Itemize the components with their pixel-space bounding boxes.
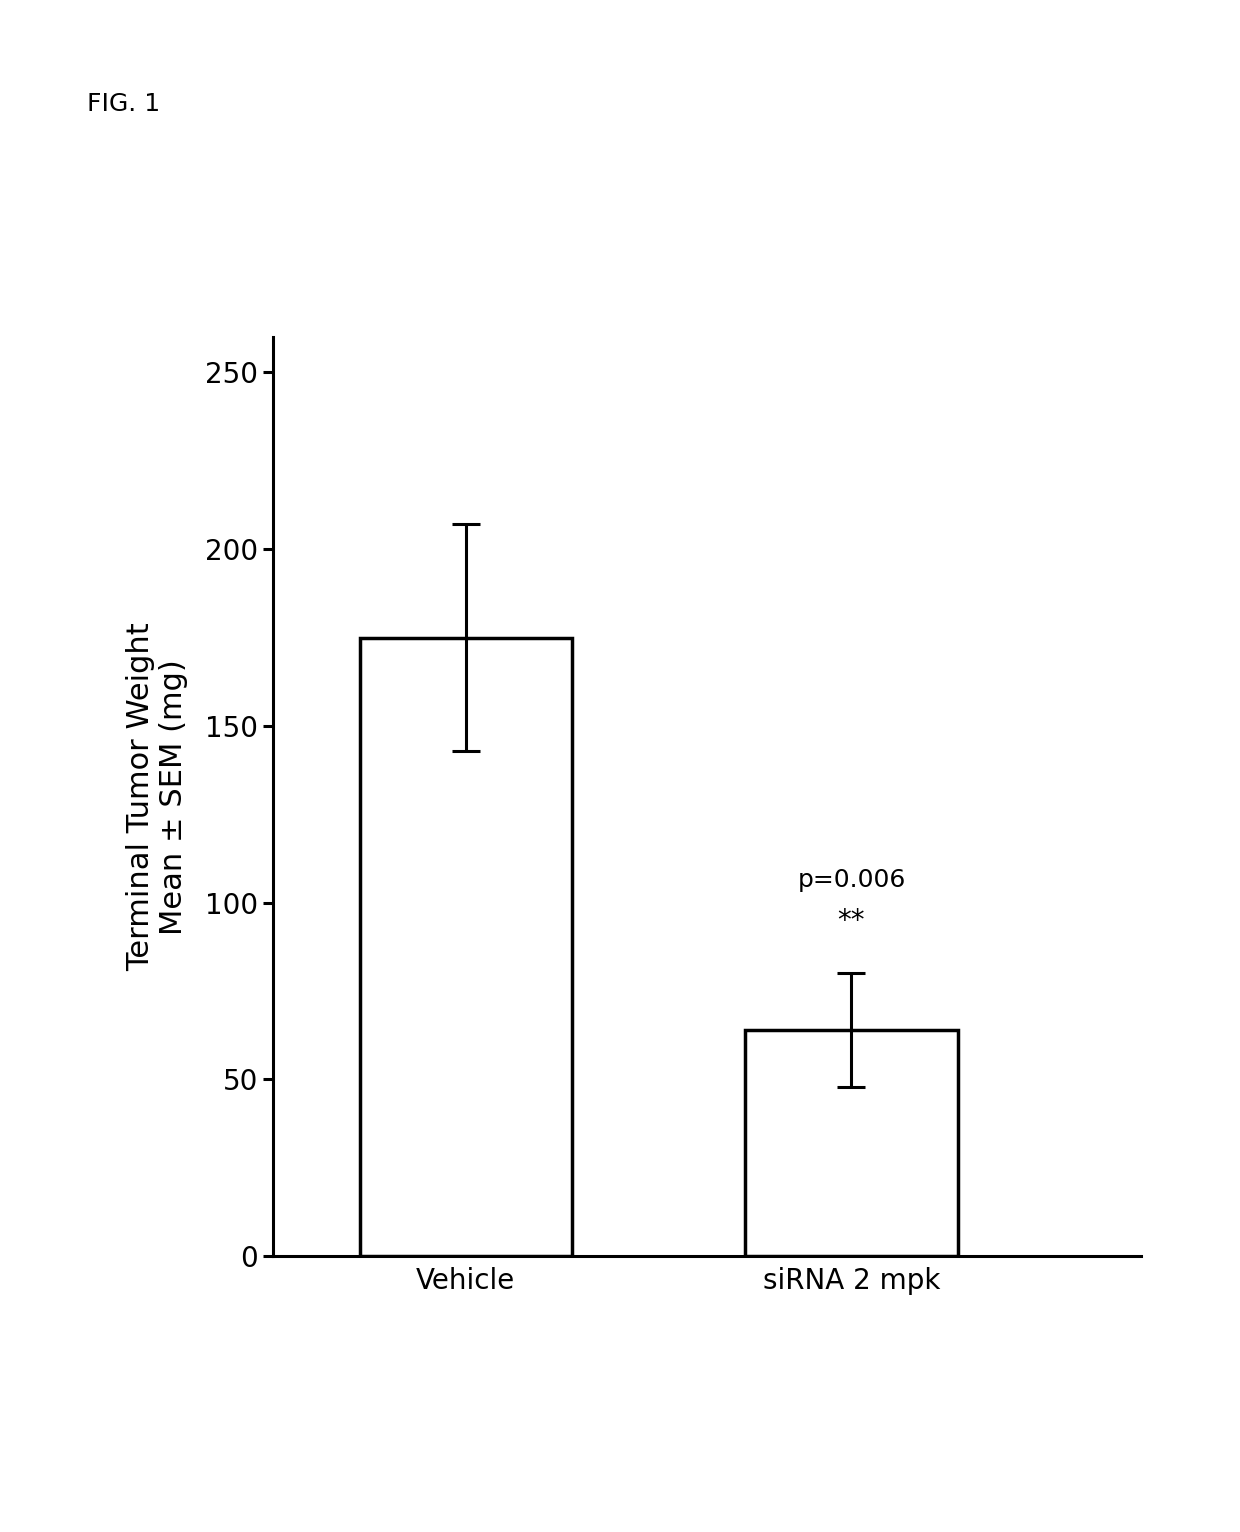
Y-axis label: Terminal Tumor Weight
Mean ± SEM (mg): Terminal Tumor Weight Mean ± SEM (mg): [125, 622, 188, 971]
Bar: [360, 637, 572, 1256]
Text: p=0.006: p=0.006: [797, 869, 905, 892]
Text: **: **: [838, 907, 866, 935]
Text: FIG. 1: FIG. 1: [87, 92, 160, 116]
Bar: [745, 1030, 957, 1256]
